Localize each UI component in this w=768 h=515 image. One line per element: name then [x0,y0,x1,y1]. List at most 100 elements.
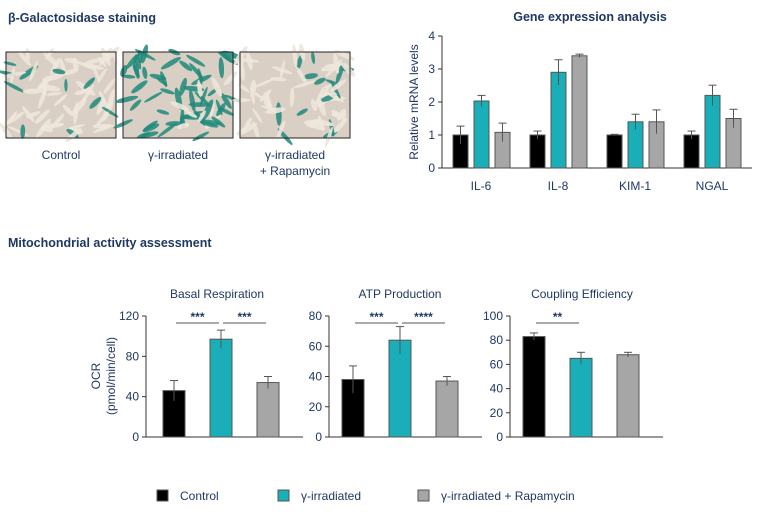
cell [197,110,206,123]
mito-chart-0: 0 40 80 120 *** *** OCR (pmol/min/cell) [89,309,303,444]
micrograph-2: γ-irradiated + Rapamycin [232,43,356,178]
cell [122,74,136,79]
staining-title: β-Galactosidase staining [8,11,156,25]
cell [238,83,250,93]
cell [52,68,66,75]
cell [103,78,116,94]
cell [188,102,210,107]
cell [165,121,183,127]
cell [83,77,96,89]
cell [21,106,35,123]
y-tick-label: 40 [490,382,504,396]
cell [98,90,109,110]
staining-panels: Control γ-irradiated γ-irradiated + Rapamyc… [0,43,356,178]
cell [341,62,356,77]
cell [186,54,206,67]
y-tick-label: 2 [428,95,435,109]
cell [84,63,104,70]
cell [199,86,208,106]
cell [53,93,68,106]
cell [179,60,193,72]
cell [243,117,252,132]
cell [120,65,128,77]
cell [232,98,251,103]
legend-label: Control [180,489,219,503]
cell [73,102,79,125]
cell [160,71,168,88]
significance-label: *** [237,310,251,324]
gene-chart-title: Gene expression analysis [513,10,667,24]
y-tick-label: 40 [126,390,140,404]
cell [324,126,333,148]
cell [42,73,64,81]
cell [220,51,233,63]
cell [279,59,286,80]
cell [184,110,198,118]
coupling-chart-title: Coupling Efficiency [531,287,633,301]
y-tick-label: 80 [309,309,323,323]
legend-label: γ-irradiated [301,489,361,503]
micrograph-border [122,51,234,139]
cell [25,47,30,62]
cell [4,112,25,125]
cell [142,123,160,133]
cell [250,79,257,94]
cell [211,116,226,128]
cell [101,106,119,118]
cell [131,80,148,94]
cell [20,124,26,139]
cell [22,88,43,94]
micrograph-label: γ-irradiated [265,148,325,162]
y-axis-label: OCR [89,362,103,389]
x-tick-label: IL-6 [471,179,492,193]
cell [254,78,274,88]
cell [325,79,340,86]
micrograph-border [239,51,351,139]
cell [314,77,326,85]
cell [329,79,347,93]
cell [129,99,142,111]
cell [330,81,341,99]
cell [220,92,232,109]
cell [18,51,32,66]
y-tick-label: 40 [309,370,323,384]
y-axis-label: Relative mRNA levels [407,44,421,159]
legend: Control γ-irradiated γ-irradiated + Rapamy… [156,489,575,503]
cell [201,119,221,126]
cell [93,111,109,129]
cell [312,119,334,127]
legend-label: γ-irradiated + Rapamycin [441,489,575,503]
cell [240,57,245,69]
cell [65,127,82,143]
cell [142,66,148,80]
y-tick-label: 3 [428,62,435,76]
cell [218,107,235,116]
y-tick-label: 0 [496,430,503,444]
bar [704,94,721,169]
cell [41,77,47,97]
cell [3,81,26,93]
legend-swatch-rapamycin [417,489,430,502]
cell [311,51,316,64]
cell [304,120,317,129]
y-tick-label: 20 [309,400,323,414]
cell [36,118,52,138]
cell [218,57,225,79]
cell [66,124,86,131]
bar [616,354,640,438]
legend-swatch-irradiated [277,489,290,502]
y-tick-label: 4 [428,29,435,43]
y-tick-label: 60 [309,339,323,353]
bar [473,100,490,169]
cell [59,58,66,75]
basal-chart-title: Basal Respiration [170,287,264,301]
cell [170,101,190,111]
cell [335,62,345,84]
cell [192,131,210,142]
cell [177,122,190,130]
cell [29,61,38,82]
mito-chart-2: 0 20 40 60 80 100 ** [483,309,663,444]
cell [333,117,348,134]
